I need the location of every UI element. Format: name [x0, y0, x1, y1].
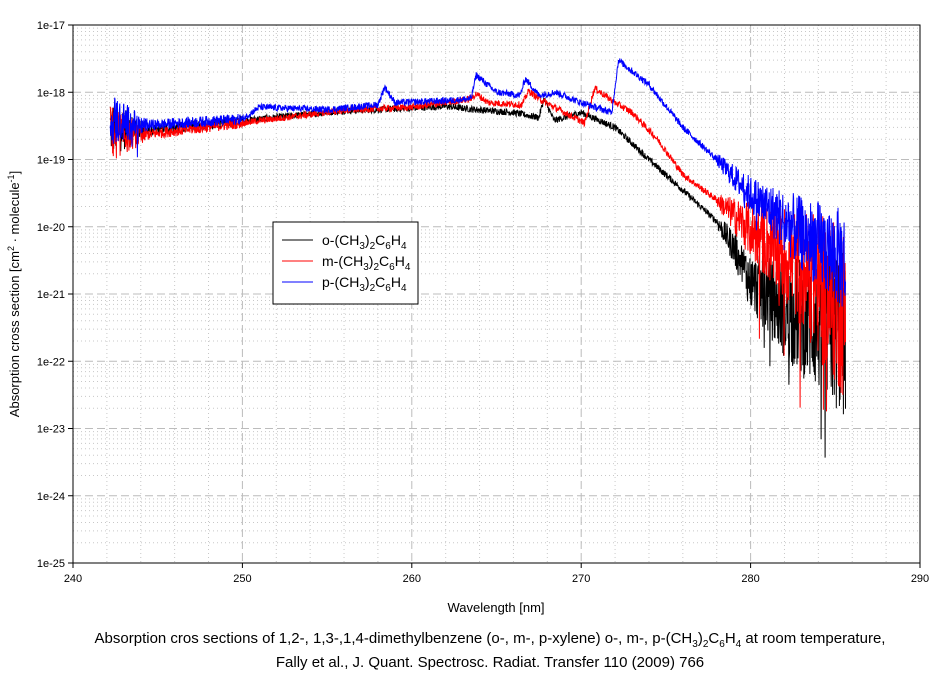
y-tick-label: 1e-19 [37, 155, 65, 167]
series-group [109, 58, 846, 458]
legend-label: o-(CH3)2C6H4 [322, 232, 407, 252]
x-axis-label: Wavelength [nm] [447, 600, 544, 615]
y-tick-label: 1e-17 [37, 20, 65, 32]
series-line-p-xylene [109, 58, 846, 307]
caption-line-1: Absorption cros sections of 1,2-, 1,3-,1… [95, 630, 886, 650]
y-tick-label: 1e-22 [37, 356, 65, 368]
y-tick-label: 1e-18 [37, 87, 65, 99]
y-tick-label: 1e-25 [37, 558, 65, 570]
y-tick-label: 1e-21 [37, 289, 65, 301]
legend-label: m-(CH3)2C6H4 [322, 253, 411, 273]
x-tick-label: 290 [911, 573, 929, 585]
x-tick-label: 280 [741, 573, 759, 585]
series-line-o-xylene [109, 97, 846, 458]
x-tick-label: 240 [64, 573, 82, 585]
caption-line-2: Fally et al., J. Quant. Spectrosc. Radia… [276, 654, 704, 671]
series-line-m-xylene [109, 85, 846, 412]
y-tick-label: 1e-23 [37, 424, 65, 436]
x-tick-label: 250 [233, 573, 251, 585]
x-tick-label: 270 [572, 573, 590, 585]
y-axis-label: Absorption cross section [cm2 · molecule… [6, 171, 22, 417]
y-tick-label: 1e-24 [37, 491, 65, 503]
y-tick-label: 1e-20 [37, 222, 65, 234]
legend-box [272, 221, 419, 305]
axis-ticks: 240 250 260 270 280 290 1e-25 1e-24 1e-23 1e-22 1e… [37, 20, 929, 585]
grid [73, 25, 920, 563]
x-tick-label: 260 [403, 573, 421, 585]
legend-label: p-(CH3)2C6H4 [322, 274, 407, 294]
